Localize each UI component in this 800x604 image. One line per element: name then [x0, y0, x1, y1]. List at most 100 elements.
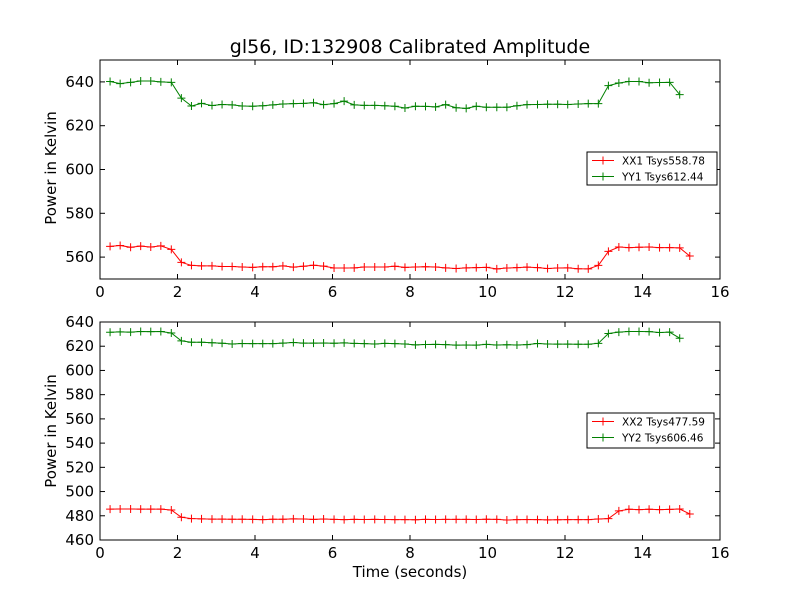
- data-point: [330, 515, 339, 524]
- data-point: [370, 515, 379, 524]
- x-tick-label: 8: [405, 544, 415, 562]
- data-point: [207, 261, 216, 270]
- data-point: [248, 515, 257, 524]
- data-point: [146, 77, 155, 86]
- data-point: [146, 505, 155, 514]
- data-point: [289, 514, 298, 523]
- top-y-axis-label: Power in Kelvin: [42, 111, 60, 225]
- data-point: [350, 515, 359, 524]
- data-point: [492, 103, 501, 112]
- data-point: [533, 100, 542, 109]
- data-point: [340, 264, 349, 273]
- data-point: [421, 102, 430, 111]
- legend-marker: [599, 172, 607, 181]
- data-point: [553, 340, 562, 349]
- data-point: [330, 264, 339, 273]
- data-point: [156, 327, 165, 336]
- bottom-y-axis-label: Power in Kelvin: [42, 374, 60, 488]
- data-point: [228, 262, 237, 271]
- data-point: [655, 78, 664, 87]
- data-point: [167, 245, 176, 254]
- data-point: [685, 252, 694, 261]
- data-point: [441, 340, 450, 349]
- data-point: [177, 513, 186, 522]
- data-point: [584, 264, 593, 273]
- data-point: [594, 339, 603, 348]
- data-point: [299, 99, 308, 108]
- data-point: [472, 263, 481, 272]
- data-point: [299, 515, 308, 524]
- x-tick-label: 8: [405, 283, 415, 301]
- data-point: [635, 77, 644, 86]
- data-point: [136, 77, 145, 86]
- data-point: [238, 339, 247, 348]
- data-point: [156, 505, 165, 514]
- data-point: [319, 262, 328, 271]
- data-point: [258, 101, 267, 110]
- data-point: [289, 338, 298, 347]
- data-point: [278, 515, 287, 524]
- data-point: [665, 243, 674, 252]
- data-point: [167, 78, 176, 87]
- data-point: [258, 262, 267, 271]
- legend-label: YY1 Tsys612.44: [621, 172, 704, 184]
- data-point: [116, 504, 125, 513]
- x-tick-label: 14: [633, 283, 652, 301]
- data-point: [441, 100, 450, 109]
- data-point: [482, 340, 491, 349]
- data-point: [523, 340, 532, 349]
- data-point: [614, 243, 623, 252]
- data-point: [624, 505, 633, 514]
- data-point: [197, 338, 206, 347]
- y-tick-label: 460: [65, 531, 94, 549]
- data-point: [512, 341, 521, 350]
- data-point: [268, 515, 277, 524]
- x-tick-label: 14: [633, 544, 652, 562]
- data-point: [278, 339, 287, 348]
- data-point: [248, 263, 257, 272]
- data-point: [400, 515, 409, 524]
- data-point: [218, 515, 227, 524]
- data-point: [492, 341, 501, 350]
- data-point: [594, 261, 603, 270]
- data-point: [136, 242, 145, 251]
- data-point: [106, 242, 115, 251]
- data-point: [655, 328, 664, 337]
- data-point: [523, 100, 532, 109]
- y-tick-label: 600: [65, 361, 94, 379]
- data-point: [421, 340, 430, 349]
- data-point: [624, 243, 633, 252]
- data-point: [665, 505, 674, 514]
- data-point: [655, 243, 664, 252]
- data-point: [645, 78, 654, 87]
- data-point: [482, 263, 491, 272]
- data-point: [289, 99, 298, 108]
- data-point: [370, 262, 379, 271]
- data-point: [452, 103, 461, 112]
- data-point: [106, 505, 115, 514]
- data-point: [553, 515, 562, 524]
- data-point: [584, 515, 593, 524]
- data-point: [645, 505, 654, 514]
- data-point: [411, 340, 420, 349]
- data-point: [177, 336, 186, 345]
- data-point: [472, 102, 481, 111]
- x-tick-label: 0: [95, 283, 105, 301]
- data-point: [635, 327, 644, 336]
- data-point: [614, 328, 623, 337]
- data-point: [665, 328, 674, 337]
- data-point: [116, 327, 125, 336]
- data-point: [624, 327, 633, 336]
- data-point: [319, 338, 328, 347]
- data-point: [492, 264, 501, 273]
- data-point: [177, 94, 186, 103]
- y-tick-label: 580: [65, 204, 94, 222]
- data-point: [360, 262, 369, 271]
- data-point: [360, 339, 369, 348]
- data-point: [309, 98, 318, 107]
- data-point: [543, 515, 552, 524]
- x-tick-label: 12: [555, 283, 574, 301]
- data-point: [258, 339, 267, 348]
- data-point: [553, 264, 562, 273]
